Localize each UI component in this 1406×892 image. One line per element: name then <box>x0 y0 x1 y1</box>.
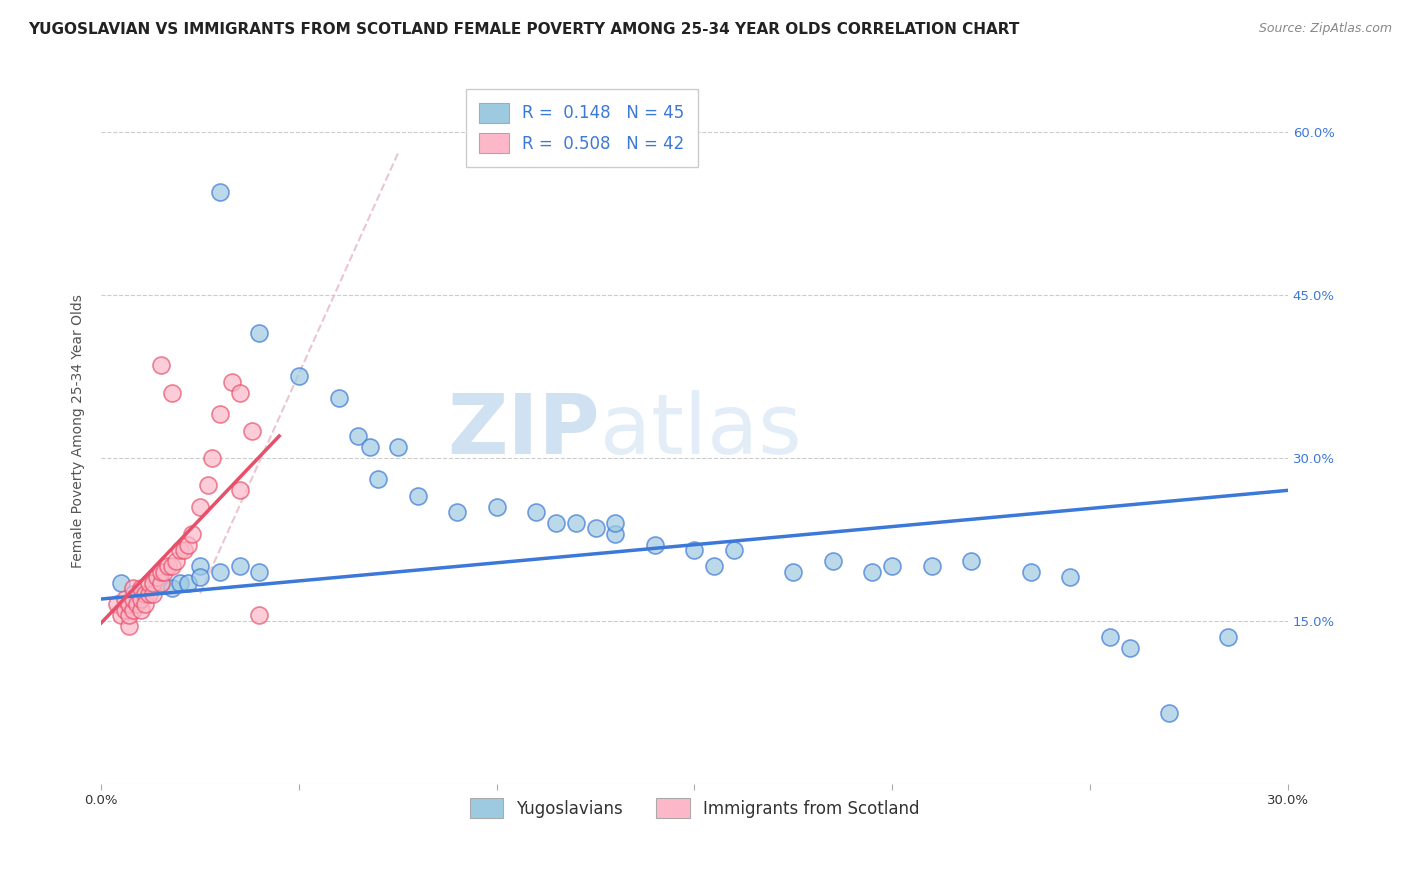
Point <box>138 575 160 590</box>
Point <box>208 565 231 579</box>
Point <box>149 565 172 579</box>
Point <box>544 516 567 530</box>
Point <box>862 565 884 579</box>
Point <box>129 592 152 607</box>
Point <box>162 385 184 400</box>
Text: ZIP: ZIP <box>447 390 599 471</box>
Point <box>145 570 167 584</box>
Point <box>644 538 666 552</box>
Point <box>142 575 165 590</box>
Point <box>240 424 263 438</box>
Point <box>121 603 143 617</box>
Point <box>1098 630 1121 644</box>
Point <box>228 559 250 574</box>
Point <box>605 516 627 530</box>
Point <box>114 603 136 617</box>
Point <box>162 581 184 595</box>
Point <box>406 489 429 503</box>
Point <box>169 543 191 558</box>
Point <box>782 565 804 579</box>
Point <box>149 575 172 590</box>
Point <box>1059 570 1081 584</box>
Point <box>118 598 141 612</box>
Point <box>125 598 148 612</box>
Point <box>249 326 271 340</box>
Point <box>114 592 136 607</box>
Point <box>1118 640 1140 655</box>
Point <box>121 592 143 607</box>
Point <box>138 575 160 590</box>
Text: Source: ZipAtlas.com: Source: ZipAtlas.com <box>1258 22 1392 36</box>
Point <box>585 521 607 535</box>
Point <box>110 608 132 623</box>
Point <box>228 483 250 498</box>
Point <box>683 543 706 558</box>
Point <box>387 440 409 454</box>
Point <box>524 505 547 519</box>
Point <box>121 581 143 595</box>
Point <box>249 608 271 623</box>
Point <box>1019 565 1042 579</box>
Point <box>208 185 231 199</box>
Point <box>201 450 224 465</box>
Point <box>723 543 745 558</box>
Point <box>173 543 195 558</box>
Point <box>960 554 983 568</box>
Point <box>134 586 156 600</box>
Point <box>249 565 271 579</box>
Point <box>359 440 381 454</box>
Point <box>169 575 191 590</box>
Point <box>165 554 187 568</box>
Legend: Yugoslavians, Immigrants from Scotland: Yugoslavians, Immigrants from Scotland <box>463 791 927 825</box>
Point <box>129 603 152 617</box>
Point <box>347 429 370 443</box>
Point <box>882 559 904 574</box>
Point <box>177 575 200 590</box>
Y-axis label: Female Poverty Among 25-34 Year Olds: Female Poverty Among 25-34 Year Olds <box>72 293 86 567</box>
Point <box>138 586 160 600</box>
Point <box>134 598 156 612</box>
Point <box>188 559 211 574</box>
Point <box>142 586 165 600</box>
Point <box>565 516 588 530</box>
Point <box>328 391 350 405</box>
Point <box>105 598 128 612</box>
Point <box>177 538 200 552</box>
Point <box>188 500 211 514</box>
Point <box>703 559 725 574</box>
Point <box>288 369 311 384</box>
Point <box>197 478 219 492</box>
Text: atlas: atlas <box>599 390 801 471</box>
Point <box>149 359 172 373</box>
Point <box>221 375 243 389</box>
Text: YUGOSLAVIAN VS IMMIGRANTS FROM SCOTLAND FEMALE POVERTY AMONG 25-34 YEAR OLDS COR: YUGOSLAVIAN VS IMMIGRANTS FROM SCOTLAND … <box>28 22 1019 37</box>
Point <box>181 526 204 541</box>
Point <box>118 608 141 623</box>
Point <box>153 565 176 579</box>
Point <box>367 473 389 487</box>
Point <box>118 619 141 633</box>
Point <box>129 581 152 595</box>
Point <box>188 570 211 584</box>
Point <box>110 575 132 590</box>
Point <box>228 385 250 400</box>
Point <box>921 559 943 574</box>
Point <box>821 554 844 568</box>
Point <box>208 407 231 421</box>
Point <box>121 586 143 600</box>
Point <box>485 500 508 514</box>
Point <box>1218 630 1240 644</box>
Point <box>1159 706 1181 720</box>
Point <box>605 526 627 541</box>
Point <box>157 559 180 574</box>
Point <box>446 505 468 519</box>
Point <box>162 559 184 574</box>
Point <box>149 575 172 590</box>
